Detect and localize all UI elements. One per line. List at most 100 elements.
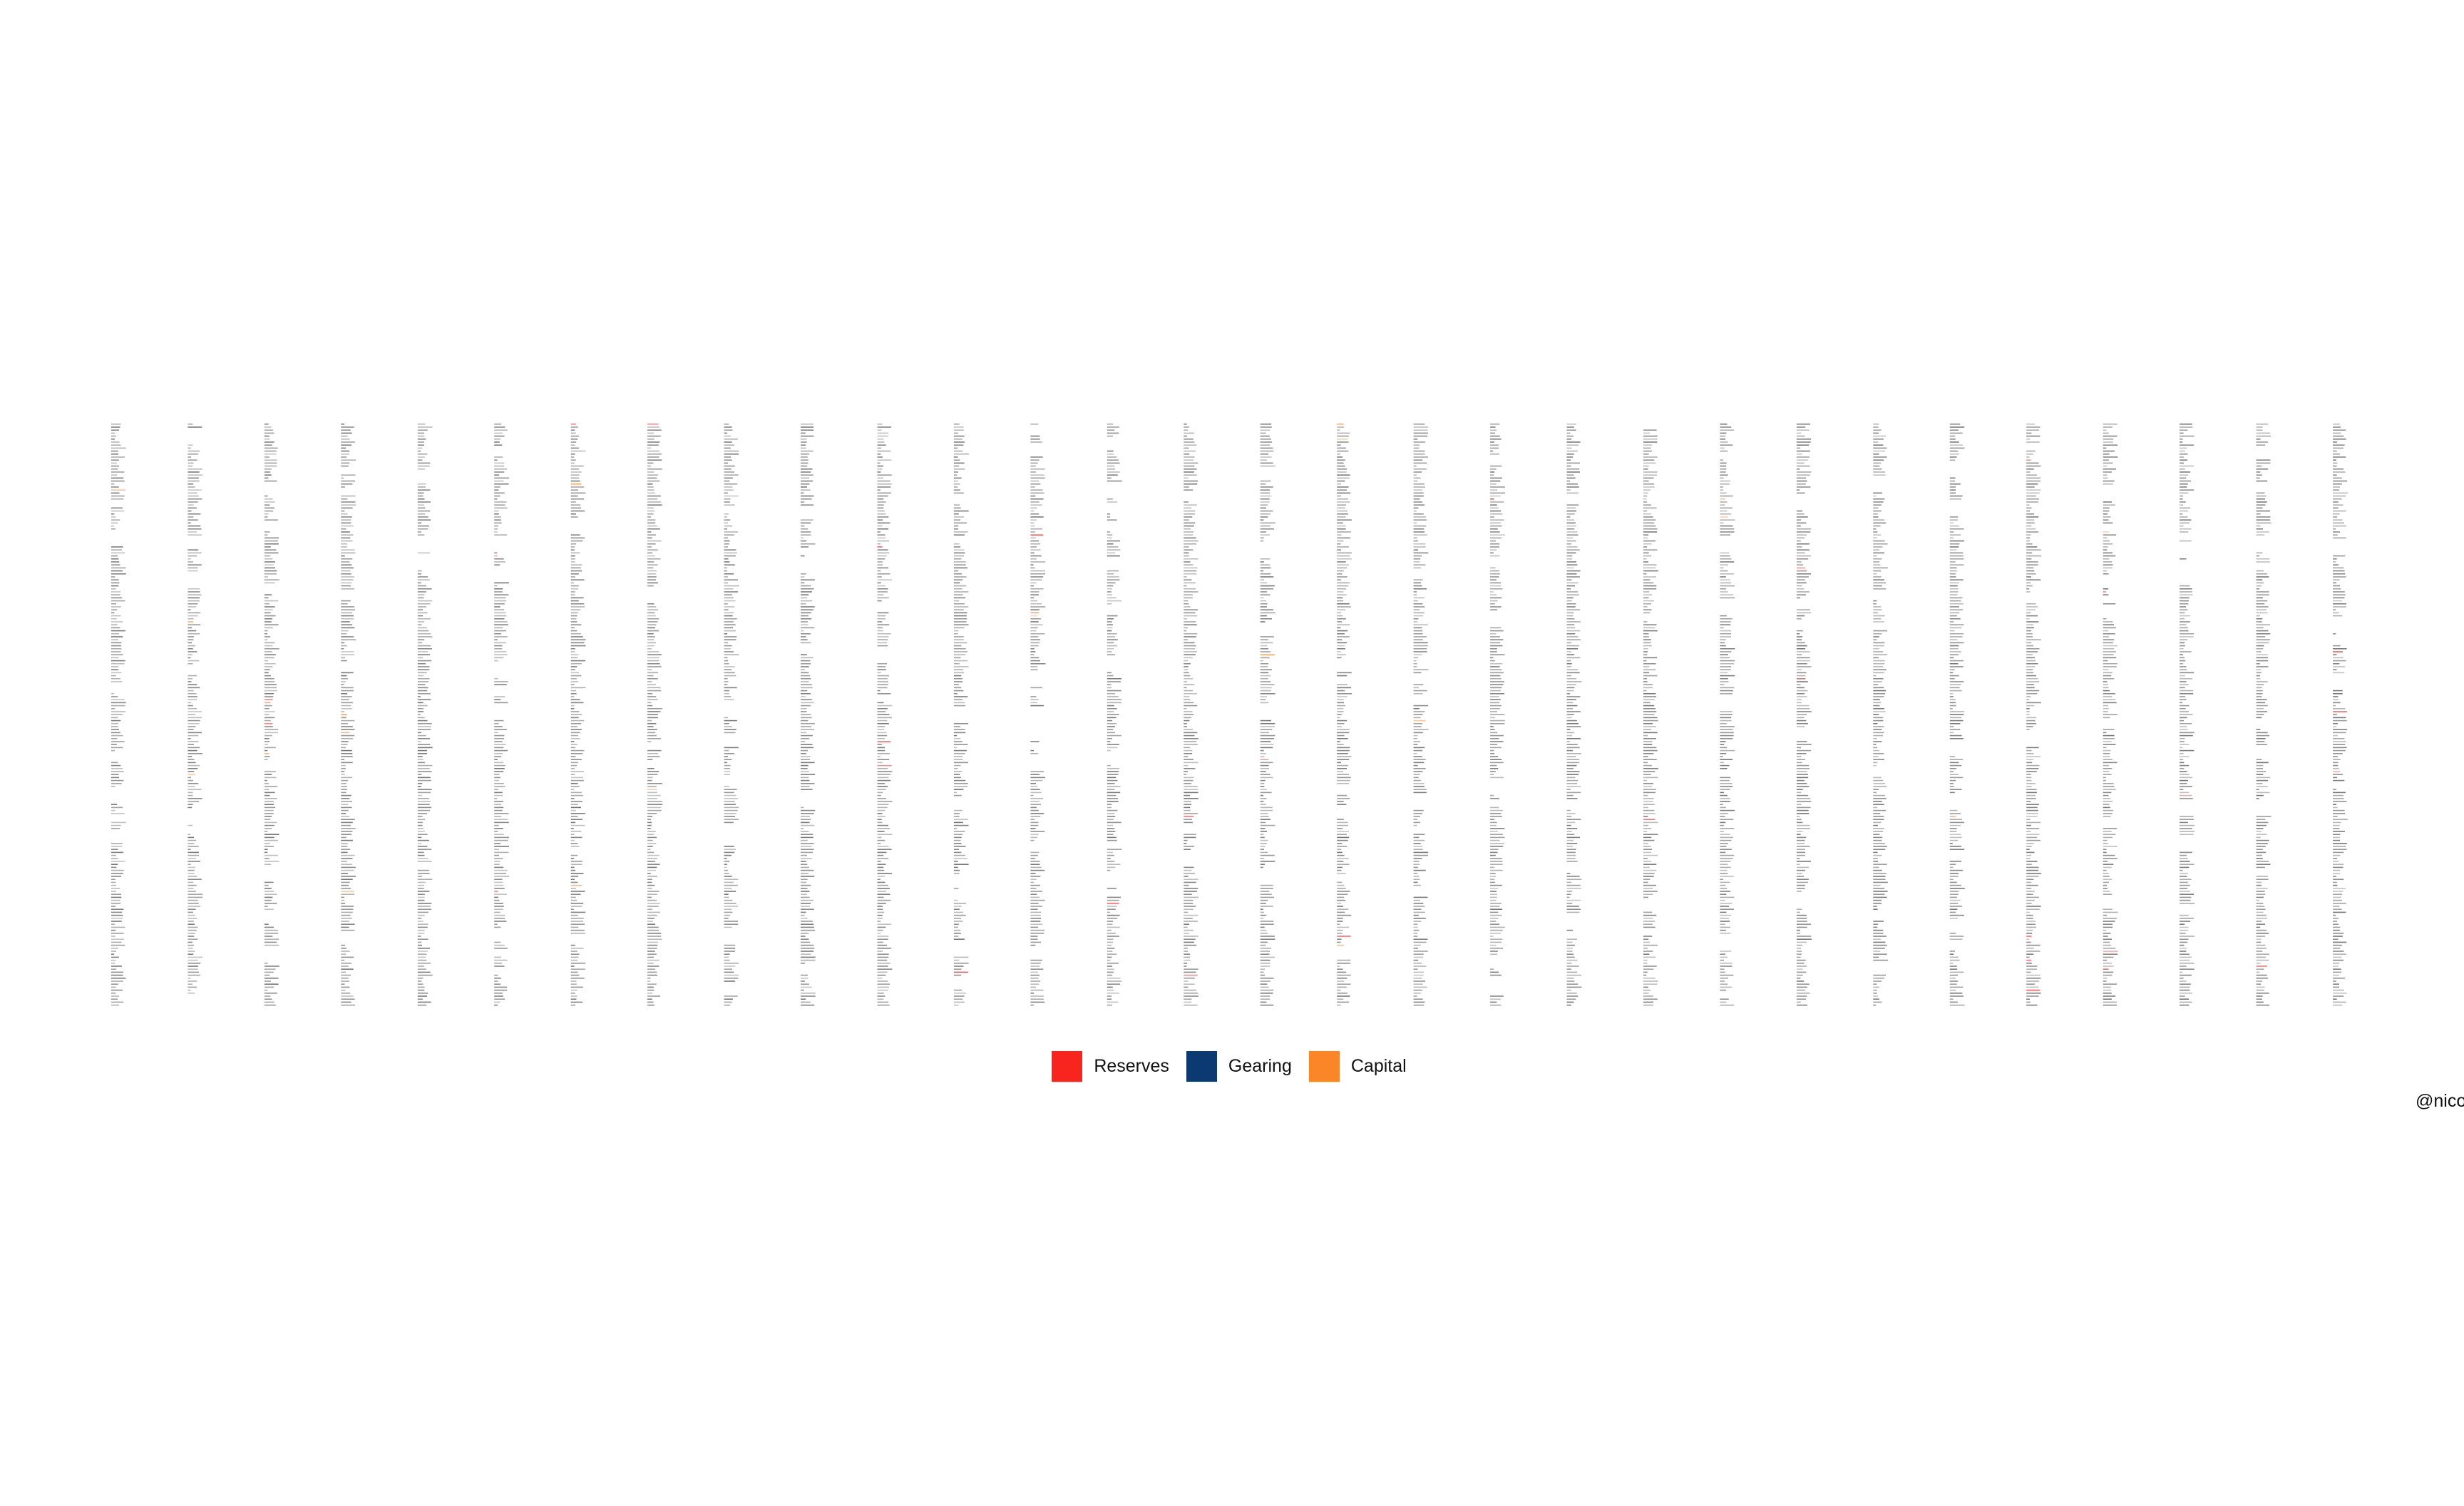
text-line-mark	[1184, 1004, 1198, 1006]
text-line-mark	[1184, 983, 1195, 985]
text-line-mark	[341, 759, 345, 760]
text-line-mark	[877, 444, 886, 446]
text-line-mark	[1107, 959, 1111, 961]
text-line-mark	[1413, 612, 1424, 614]
text-line-mark	[417, 657, 423, 659]
text-line-mark	[417, 552, 431, 554]
text-line-mark	[1030, 630, 1037, 632]
text-line-mark	[1720, 806, 1726, 809]
text-line-mark	[2026, 839, 2040, 841]
text-line-mark	[2256, 642, 2269, 644]
text-line-mark	[417, 606, 426, 608]
text-line-mark	[2026, 465, 2041, 467]
text-line-mark	[341, 624, 353, 625]
text-line-mark	[1260, 933, 1268, 934]
text-line-mark	[1260, 585, 1275, 587]
text-line-mark	[1413, 941, 1427, 943]
text-line-mark	[1796, 938, 1812, 940]
text-line-mark	[2180, 660, 2186, 662]
text-line-mark	[417, 896, 425, 898]
text-line-mark	[953, 938, 965, 940]
text-line-mark	[1490, 546, 1500, 548]
text-line-mark	[1873, 906, 1877, 907]
text-line-mark	[1873, 439, 1884, 440]
text-line-mark	[1337, 753, 1348, 754]
text-line-mark	[801, 576, 805, 578]
text-line-mark	[2103, 911, 2118, 913]
text-line-mark	[1566, 717, 1572, 719]
text-line-mark	[724, 579, 738, 580]
text-line-mark	[1873, 849, 1886, 850]
text-line-mark	[1796, 762, 1802, 764]
text-line-mark	[1720, 828, 1735, 829]
text-line-mark	[2180, 531, 2189, 533]
text-line-mark	[1796, 444, 1809, 446]
text-line-mark	[1490, 741, 1504, 742]
text-line-mark	[2103, 459, 2109, 461]
text-line-mark	[1337, 714, 1342, 715]
text-line-mark	[877, 684, 888, 685]
text-line-mark	[188, 986, 197, 988]
text-line-mark	[2103, 816, 2111, 817]
text-line-mark	[2026, 618, 2030, 620]
text-line-mark	[1720, 450, 1728, 452]
text-line-mark	[1337, 636, 1350, 637]
text-line-mark	[647, 864, 660, 865]
text-line-mark	[1949, 459, 1956, 461]
text-line-mark	[188, 660, 200, 662]
text-line-mark	[1260, 525, 1270, 527]
text-line-mark	[647, 435, 661, 437]
text-line-mark	[188, 684, 197, 685]
text-line-mark	[724, 435, 731, 437]
text-line-mark	[1490, 834, 1503, 835]
text-line-mark	[1184, 675, 1191, 677]
text-line-mark	[417, 933, 425, 934]
text-line-mark	[1260, 759, 1269, 760]
text-line-mark	[1107, 672, 1112, 674]
text-line-mark	[1260, 792, 1272, 794]
text-line-mark	[1413, 654, 1422, 655]
text-line-mark	[1337, 849, 1342, 850]
text-line-mark	[1796, 873, 1802, 874]
text-line-mark	[1566, 441, 1581, 443]
text-line-mark	[1490, 888, 1499, 889]
text-line-mark	[953, 836, 962, 839]
text-line-mark	[188, 558, 191, 560]
text-line-mark	[570, 816, 578, 817]
text-line-mark	[724, 672, 735, 674]
text-line-mark	[2026, 804, 2039, 805]
text-line-mark	[341, 929, 355, 931]
text-line-mark	[341, 923, 355, 925]
text-line-mark	[264, 714, 270, 715]
text-line-mark	[1873, 854, 1882, 856]
text-line-mark	[2026, 753, 2034, 754]
text-line-mark	[1566, 486, 1579, 488]
text-line-mark	[417, 804, 430, 805]
text-column	[953, 424, 969, 1006]
text-line-mark	[188, 561, 193, 563]
text-line-mark	[2180, 762, 2185, 764]
text-line-mark	[1260, 971, 1264, 973]
text-line-mark	[953, 579, 963, 580]
text-line-mark	[1490, 995, 1504, 997]
text-line-mark	[2026, 471, 2031, 473]
text-line-mark	[647, 873, 651, 874]
text-line-mark	[1566, 768, 1574, 769]
text-line-mark	[1566, 774, 1578, 775]
text-line-mark	[647, 914, 657, 916]
text-line-mark	[111, 749, 115, 752]
text-column	[2256, 424, 2272, 1006]
text-line-mark	[417, 989, 425, 991]
text-line-mark	[1184, 813, 1198, 814]
text-line-mark	[1030, 993, 1035, 994]
text-line-mark	[801, 642, 811, 644]
text-line-mark	[570, 749, 585, 752]
text-line-mark	[2103, 861, 2108, 862]
text-line-mark	[341, 831, 353, 832]
text-line-mark	[647, 474, 658, 476]
text-line-mark	[417, 618, 431, 620]
text-line-mark	[647, 789, 657, 790]
text-line-mark	[1796, 983, 1809, 985]
text-line-mark	[494, 642, 506, 644]
text-line-mark	[2180, 459, 2187, 461]
